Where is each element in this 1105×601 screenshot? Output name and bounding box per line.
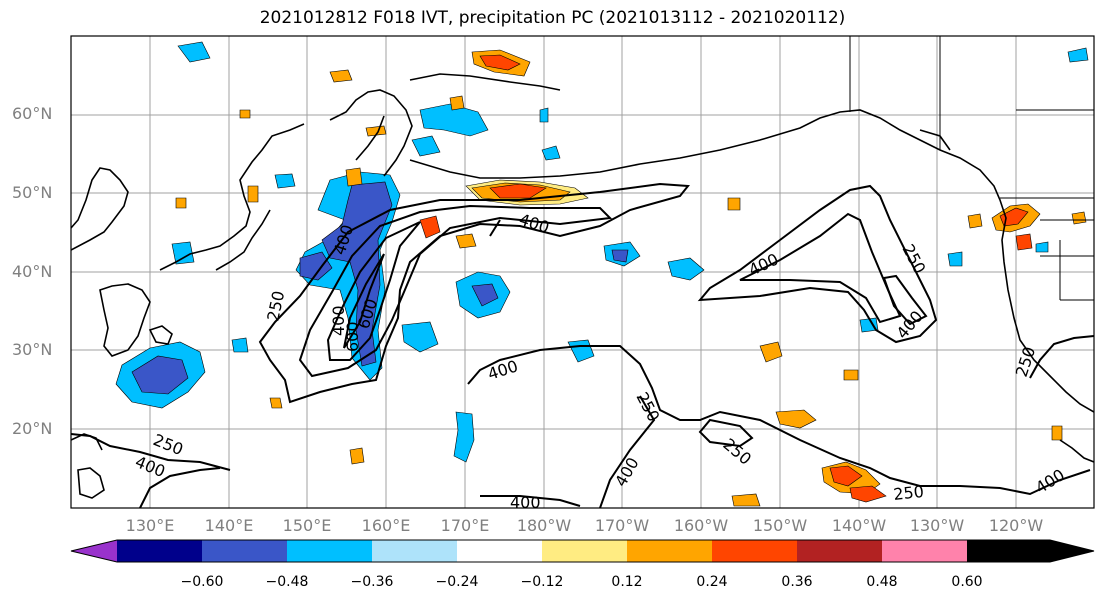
lon-label-130w: 130°W — [909, 516, 965, 535]
lat-label-60n: 60°N — [12, 104, 53, 123]
lon-label-180w: 180°W — [516, 516, 572, 535]
lon-label-150e: 150°E — [282, 516, 332, 535]
lon-label-120w: 120°W — [988, 516, 1044, 535]
political-boundaries — [849, 36, 1094, 301]
lon-label-130e: 130°E — [125, 516, 175, 535]
colorbar-tick-label: 0.48 — [866, 574, 898, 590]
map-frame — [70, 35, 1095, 509]
colorbar-tick-label: 0.12 — [611, 574, 643, 590]
colorbar-segment — [542, 540, 627, 562]
contour-label: 250 — [892, 482, 924, 504]
colorbar-tick-label: 0.24 — [696, 574, 728, 590]
lon-label-140w: 140°W — [831, 516, 887, 535]
colorbar-tick-label: 0.36 — [781, 574, 813, 590]
lat-label-30n: 30°N — [12, 340, 53, 359]
lon-label-170w: 170°W — [594, 516, 650, 535]
colorbar-segment — [117, 540, 202, 562]
lat-label-40n: 40°N — [12, 262, 53, 281]
lon-label-150w: 150°W — [752, 516, 808, 535]
colorbar-tick-label: −0.12 — [520, 574, 564, 590]
colorbar-tick-label: −0.36 — [350, 574, 394, 590]
lat-label-50n: 50°N — [12, 183, 53, 202]
colorbar-segment — [882, 540, 967, 562]
colorbar-tick-label: −0.24 — [435, 574, 479, 590]
colorbar-tick-label: −0.60 — [180, 574, 224, 590]
colorbar-segment — [712, 540, 797, 562]
colorbar-segment — [202, 540, 287, 562]
lon-label-170e: 170°E — [440, 516, 490, 535]
contour-label: 400 — [329, 305, 348, 336]
colorbar-segment — [627, 540, 712, 562]
colorbar-extend-max — [967, 540, 1094, 562]
lon-label-160e: 160°E — [361, 516, 411, 535]
contour-label: 400 — [510, 493, 541, 512]
colorbar-segment — [287, 540, 372, 562]
colorbar-tick-label: 0.60 — [951, 574, 983, 590]
lon-label-160w: 160°W — [673, 516, 729, 535]
colorbar-tick-label: −0.48 — [265, 574, 309, 590]
colorbar-extend-min — [71, 540, 117, 562]
contour-label: 600 — [343, 321, 362, 352]
colorbar-segment — [372, 540, 457, 562]
lon-label-140e: 140°E — [204, 516, 254, 535]
map-title: 2021012812 F018 IVT, precipitation PC (2… — [259, 8, 846, 28]
colorbar — [70, 539, 1095, 563]
colorbar-segment — [797, 540, 882, 562]
lat-label-20n: 20°N — [12, 419, 53, 438]
colorbar-outline — [70, 539, 1095, 563]
colorbar-segment — [457, 540, 542, 562]
ivt-contours — [71, 182, 1094, 508]
